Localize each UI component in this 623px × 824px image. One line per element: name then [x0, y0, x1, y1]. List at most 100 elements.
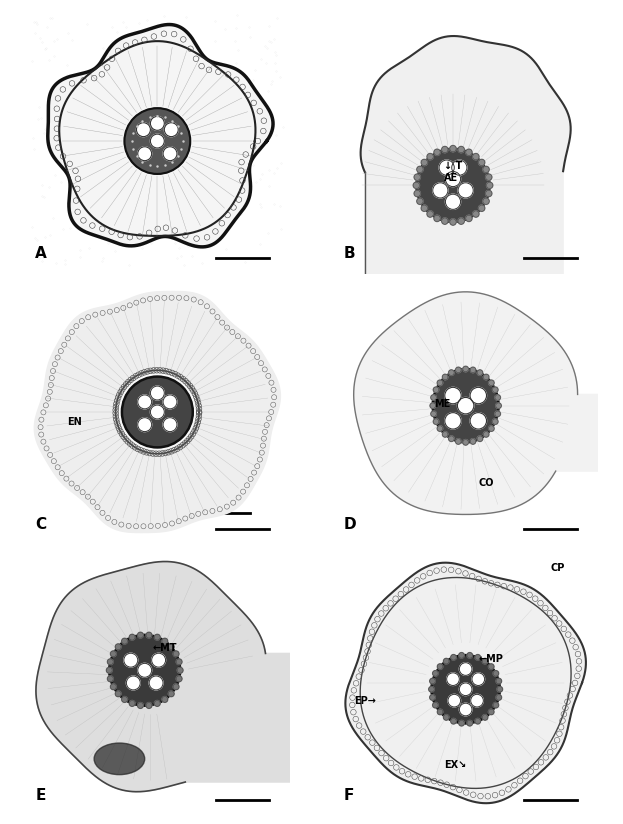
Circle shape	[413, 182, 419, 189]
Text: B: B	[343, 246, 355, 261]
Ellipse shape	[433, 369, 498, 442]
Circle shape	[448, 695, 460, 707]
Circle shape	[451, 654, 456, 660]
Circle shape	[439, 160, 454, 176]
Circle shape	[129, 634, 135, 640]
Circle shape	[455, 368, 461, 372]
Circle shape	[470, 413, 487, 429]
Text: ↓ T
AE: ↓ T AE	[444, 162, 463, 183]
Circle shape	[442, 147, 448, 152]
Circle shape	[485, 174, 492, 180]
Circle shape	[442, 218, 448, 224]
Polygon shape	[34, 292, 280, 532]
Circle shape	[442, 432, 448, 438]
Circle shape	[414, 190, 421, 197]
Circle shape	[449, 436, 454, 442]
Circle shape	[475, 719, 480, 724]
Text: A: A	[35, 246, 47, 261]
Circle shape	[450, 146, 456, 152]
Circle shape	[459, 653, 464, 658]
Circle shape	[138, 663, 151, 677]
Text: F: F	[343, 788, 354, 803]
Circle shape	[122, 377, 193, 447]
Circle shape	[155, 700, 160, 706]
Circle shape	[488, 426, 494, 431]
Circle shape	[458, 147, 464, 152]
Circle shape	[437, 380, 443, 386]
Circle shape	[477, 370, 483, 376]
Polygon shape	[36, 561, 297, 792]
Circle shape	[457, 397, 474, 414]
Polygon shape	[345, 563, 586, 803]
Circle shape	[470, 387, 487, 404]
Circle shape	[483, 198, 489, 204]
Circle shape	[138, 147, 151, 161]
Circle shape	[124, 653, 138, 667]
Circle shape	[417, 166, 423, 172]
Circle shape	[467, 653, 473, 658]
Circle shape	[115, 644, 121, 649]
Circle shape	[471, 695, 483, 707]
Circle shape	[447, 673, 459, 686]
Text: ←MT: ←MT	[152, 643, 176, 653]
Circle shape	[488, 664, 494, 669]
Circle shape	[493, 671, 498, 677]
Circle shape	[434, 149, 440, 156]
Circle shape	[150, 116, 164, 130]
Circle shape	[146, 703, 152, 709]
Circle shape	[164, 123, 178, 137]
Circle shape	[163, 418, 177, 432]
Circle shape	[176, 659, 182, 665]
Circle shape	[488, 709, 494, 714]
Circle shape	[466, 215, 472, 222]
Circle shape	[470, 438, 476, 444]
Circle shape	[177, 667, 183, 673]
Text: ME: ME	[434, 399, 450, 409]
Circle shape	[126, 676, 140, 690]
Circle shape	[430, 695, 435, 700]
Circle shape	[478, 159, 485, 166]
Circle shape	[445, 194, 460, 209]
Text: CO: CO	[479, 479, 495, 489]
Circle shape	[451, 719, 456, 724]
Circle shape	[121, 639, 128, 644]
Circle shape	[478, 205, 485, 212]
Circle shape	[155, 634, 160, 640]
Circle shape	[421, 205, 427, 212]
Circle shape	[445, 387, 461, 404]
Circle shape	[493, 387, 498, 392]
Circle shape	[496, 695, 502, 700]
Circle shape	[496, 403, 502, 409]
Circle shape	[458, 183, 473, 198]
Circle shape	[115, 691, 121, 696]
Text: EN: EN	[67, 417, 82, 428]
Circle shape	[107, 676, 113, 681]
Circle shape	[473, 211, 479, 218]
Circle shape	[450, 219, 456, 225]
Circle shape	[458, 218, 464, 224]
Ellipse shape	[94, 743, 145, 775]
Text: D: D	[343, 517, 356, 531]
Circle shape	[416, 148, 490, 222]
Circle shape	[470, 368, 476, 372]
Circle shape	[421, 159, 427, 166]
Circle shape	[107, 667, 112, 673]
Circle shape	[442, 374, 448, 380]
Circle shape	[445, 413, 461, 429]
Circle shape	[430, 678, 435, 684]
Circle shape	[168, 691, 174, 696]
Circle shape	[129, 700, 135, 706]
Circle shape	[168, 644, 174, 649]
Circle shape	[150, 134, 164, 148]
Circle shape	[433, 183, 448, 198]
Circle shape	[125, 108, 190, 174]
Polygon shape	[361, 36, 571, 280]
Circle shape	[444, 714, 449, 720]
Circle shape	[497, 686, 503, 692]
Circle shape	[430, 395, 436, 400]
Circle shape	[463, 439, 468, 445]
Circle shape	[163, 147, 177, 161]
Circle shape	[493, 419, 498, 424]
Circle shape	[430, 411, 436, 417]
Circle shape	[488, 380, 494, 386]
